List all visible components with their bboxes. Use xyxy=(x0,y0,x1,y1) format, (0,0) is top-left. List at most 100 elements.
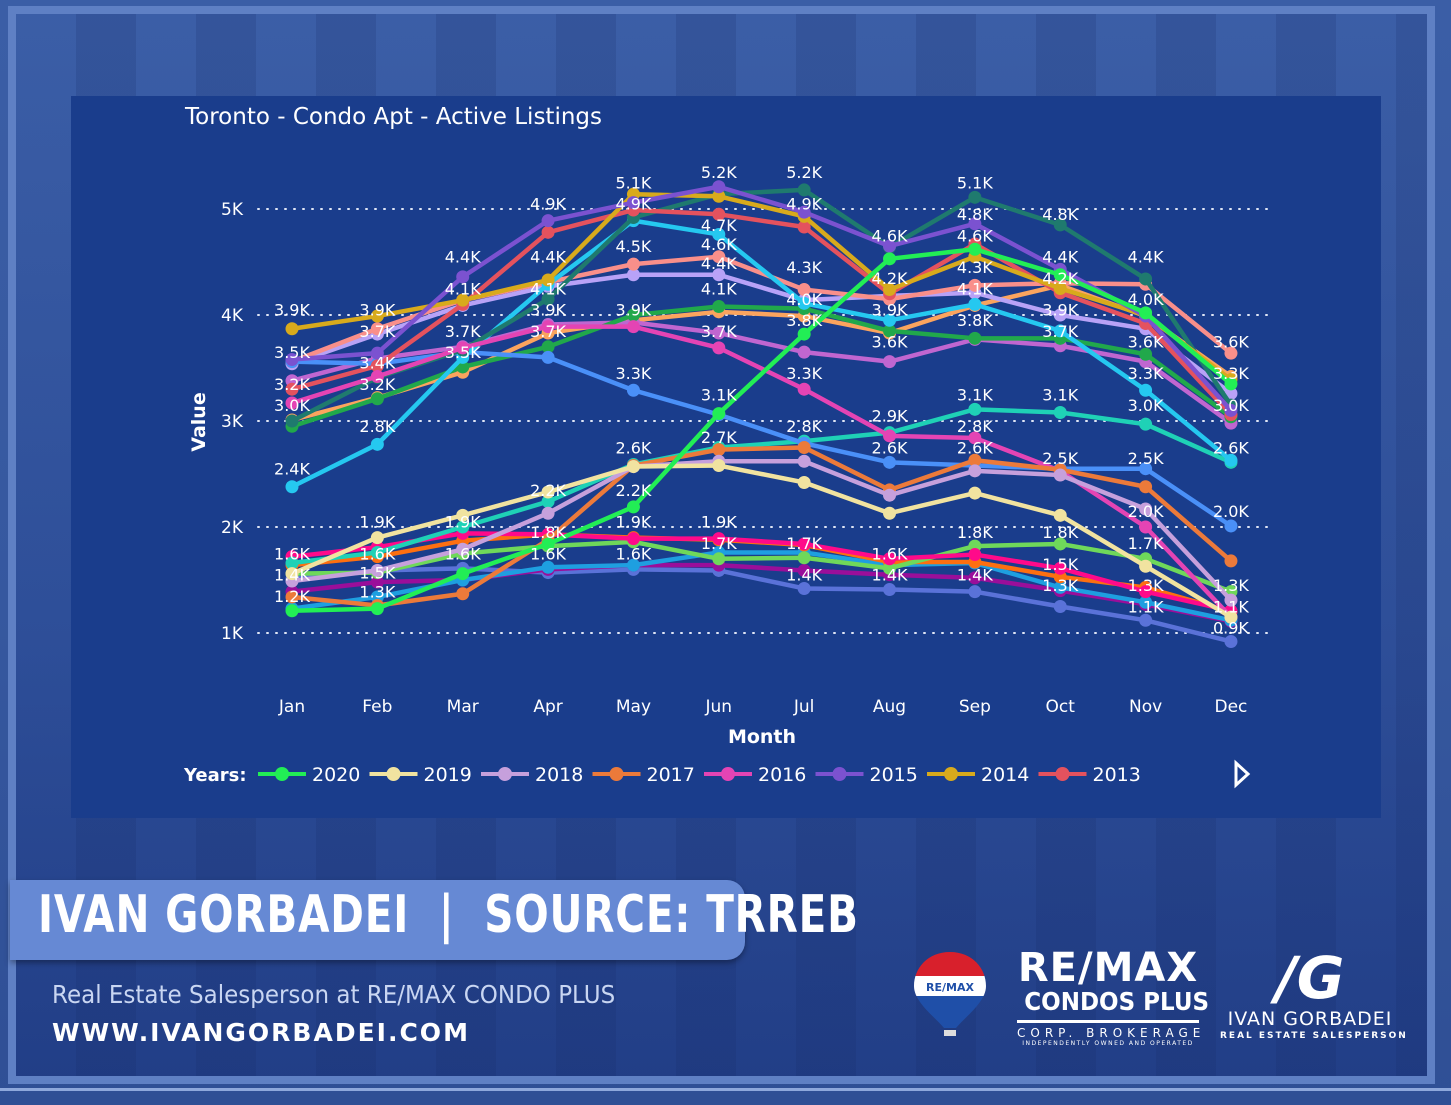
data-point-2006-jul[interactable] xyxy=(797,345,811,359)
data-point-2000-oct[interactable] xyxy=(1053,580,1067,594)
data-point-2009-feb[interactable] xyxy=(370,322,384,336)
data-point-2018-feb[interactable] xyxy=(370,563,384,577)
data-point-2004-feb[interactable] xyxy=(370,545,384,559)
data-point-2015-mar[interactable] xyxy=(456,270,470,284)
data-point-2016-nov[interactable] xyxy=(1139,520,1153,534)
data-point-2007-jun[interactable] xyxy=(712,300,726,314)
data-point-2015-sep[interactable] xyxy=(968,217,982,231)
data-point-2011-dec[interactable] xyxy=(1224,453,1238,467)
data-point-2000-nov[interactable] xyxy=(1139,595,1153,609)
data-point-2020-oct[interactable] xyxy=(1053,268,1067,282)
data-point-2011-feb[interactable] xyxy=(370,437,384,451)
data-point-2015-apr[interactable] xyxy=(541,214,555,228)
data-point-2020-nov[interactable] xyxy=(1139,306,1153,320)
data-point-2015-jul[interactable] xyxy=(797,205,811,219)
data-point-2004-apr[interactable] xyxy=(541,495,555,509)
data-point-2007-aug[interactable] xyxy=(883,324,897,338)
data-point-2019-apr[interactable] xyxy=(541,485,555,499)
data-point-2016-apr[interactable] xyxy=(541,320,555,334)
website-link[interactable]: WWW.IVANGORBADEI.COM xyxy=(52,1018,470,1047)
data-point-2009-sep[interactable] xyxy=(968,278,982,292)
data-point-2013-jun[interactable] xyxy=(712,207,726,221)
data-point-2016-mar[interactable] xyxy=(456,341,470,355)
data-point-2010-dec[interactable] xyxy=(1224,519,1238,533)
data-point-2013-feb[interactable] xyxy=(370,359,384,373)
data-point-2016-aug[interactable] xyxy=(883,429,897,443)
data-point-2020-feb[interactable] xyxy=(370,602,384,616)
data-point-2017-dec[interactable] xyxy=(1224,554,1238,568)
data-point-2007-may[interactable] xyxy=(626,308,640,322)
data-point-2019-jul[interactable] xyxy=(797,475,811,489)
legend-item-2018[interactable]: 2018 xyxy=(481,764,583,786)
data-point-2010-may[interactable] xyxy=(626,383,640,397)
legend-item-2019[interactable]: 2019 xyxy=(369,764,472,786)
data-point-2002-jun[interactable] xyxy=(712,552,726,566)
data-point-2013-jul[interactable] xyxy=(797,220,811,234)
data-point-2014-jan[interactable] xyxy=(285,322,299,336)
data-point-1998-aug[interactable] xyxy=(883,583,897,597)
data-point-2016-jul[interactable] xyxy=(797,382,811,396)
data-point-2014-oct[interactable] xyxy=(1053,282,1067,295)
data-point-2007-feb[interactable] xyxy=(370,392,384,406)
data-point-2014-aug[interactable] xyxy=(883,283,897,297)
data-point-2011-nov[interactable] xyxy=(1139,383,1153,397)
data-point-2016-jun[interactable] xyxy=(712,341,726,355)
data-point-2012-jan[interactable] xyxy=(285,414,299,428)
data-point-2003-may[interactable] xyxy=(626,532,640,546)
data-point-2002-oct[interactable] xyxy=(1053,537,1067,551)
data-point-2015-dec[interactable] xyxy=(1224,403,1238,417)
data-point-2004-oct[interactable] xyxy=(1053,406,1067,420)
data-point-2002-jul[interactable] xyxy=(797,551,811,565)
data-point-2011-oct[interactable] xyxy=(1053,324,1067,338)
data-point-2018-nov[interactable] xyxy=(1139,502,1153,516)
data-point-2013-jan[interactable] xyxy=(285,382,299,396)
data-point-2017-mar[interactable] xyxy=(456,587,470,601)
data-point-2000-apr[interactable] xyxy=(541,560,555,574)
data-point-2015-may[interactable] xyxy=(626,196,640,210)
next-page-arrow-icon[interactable] xyxy=(1234,759,1251,789)
data-point-2004-jan[interactable] xyxy=(285,556,299,570)
data-point-2019-jan[interactable] xyxy=(285,567,299,581)
data-point-2007-nov[interactable] xyxy=(1139,347,1153,361)
data-point-2006-aug[interactable] xyxy=(883,355,897,369)
data-point-2009-jun[interactable] xyxy=(712,250,726,264)
data-point-2008-may[interactable] xyxy=(626,268,640,282)
data-point-2004-mar[interactable] xyxy=(456,520,470,534)
data-point-2019-jun[interactable] xyxy=(712,459,726,473)
data-point-2003-sep[interactable] xyxy=(968,548,982,562)
data-point-2011-jun[interactable] xyxy=(712,227,726,241)
data-point-2018-mar[interactable] xyxy=(456,542,470,556)
data-point-2012-nov[interactable] xyxy=(1139,272,1153,286)
data-point-2015-aug[interactable] xyxy=(883,239,897,253)
data-point-2007-sep[interactable] xyxy=(968,331,982,345)
data-point-2020-jan[interactable] xyxy=(285,604,299,618)
data-point-2020-jul[interactable] xyxy=(797,327,811,341)
legend-item-2014[interactable]: 2014 xyxy=(927,764,1029,786)
data-point-2010-apr[interactable] xyxy=(541,350,555,364)
data-point-2018-jul[interactable] xyxy=(797,454,811,468)
data-point-2017-nov[interactable] xyxy=(1139,480,1153,494)
data-point-2000-may[interactable] xyxy=(626,558,640,572)
data-point-1998-jul[interactable] xyxy=(797,581,811,595)
data-point-2019-dec[interactable] xyxy=(1224,610,1238,624)
data-point-2008-jun[interactable] xyxy=(712,268,726,282)
data-point-2019-mar[interactable] xyxy=(456,508,470,522)
data-point-1998-nov[interactable] xyxy=(1139,613,1153,627)
data-point-2015-feb[interactable] xyxy=(370,346,384,360)
data-point-2007-apr[interactable] xyxy=(541,340,555,354)
data-point-2020-apr[interactable] xyxy=(541,537,555,551)
data-point-2003-jul[interactable] xyxy=(797,537,811,551)
data-point-2006-jun[interactable] xyxy=(712,326,726,340)
data-point-2010-aug[interactable] xyxy=(883,455,897,469)
data-point-2020-dec[interactable] xyxy=(1224,377,1238,391)
data-point-1998-dec[interactable] xyxy=(1224,634,1238,648)
data-point-2018-apr[interactable] xyxy=(541,506,555,520)
data-point-2016-may[interactable] xyxy=(626,320,640,334)
data-point-1999-sep[interactable] xyxy=(968,571,982,585)
data-point-2018-aug[interactable] xyxy=(883,488,897,502)
data-point-2020-mar[interactable] xyxy=(456,567,470,581)
data-point-2003-oct[interactable] xyxy=(1053,561,1067,575)
data-point-2017-jul[interactable] xyxy=(797,441,811,454)
data-point-1998-sep[interactable] xyxy=(968,585,982,599)
data-point-2018-sep[interactable] xyxy=(968,464,982,478)
